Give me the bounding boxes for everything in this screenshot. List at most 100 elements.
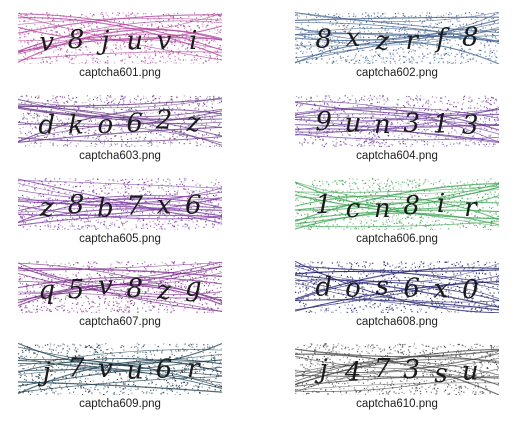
captcha-glyph: 7 bbox=[126, 191, 143, 221]
captcha-glyph: 9 bbox=[315, 107, 332, 137]
captcha-glyph: x bbox=[157, 191, 172, 221]
captcha-glyph: g bbox=[185, 273, 202, 303]
captcha-glyph: u bbox=[126, 26, 143, 56]
captcha-glyph: u bbox=[126, 355, 143, 385]
file-name[interactable]: captcha604.png bbox=[356, 150, 438, 162]
file-name[interactable]: captcha605.png bbox=[79, 233, 161, 245]
captcha-glyph: s bbox=[376, 272, 389, 302]
captcha-glyph: x bbox=[434, 274, 449, 304]
captcha-glyph: z bbox=[39, 193, 54, 223]
captcha-glyph: u bbox=[462, 357, 479, 387]
noise-lines bbox=[295, 101, 499, 144]
captcha-glyph: 1 bbox=[315, 190, 332, 220]
captcha-glyph: v bbox=[98, 271, 113, 301]
captcha-glyph: 3 bbox=[403, 355, 420, 385]
noise-lines bbox=[18, 13, 222, 63]
captcha-glyph: r bbox=[405, 26, 419, 56]
captcha-glyph: u bbox=[345, 109, 362, 139]
captcha-glyph: 3 bbox=[403, 109, 420, 139]
captcha-glyph: n bbox=[374, 110, 391, 140]
captcha-glyph: r bbox=[187, 354, 201, 384]
captcha-glyph: c bbox=[346, 194, 361, 224]
captcha-glyph: v bbox=[157, 26, 172, 56]
captcha-glyph: 8 bbox=[462, 22, 479, 52]
captcha-glyph: n bbox=[374, 194, 391, 224]
captcha-glyph: 8 bbox=[315, 24, 332, 54]
noise-lines bbox=[295, 348, 499, 395]
captcha-glyph: b bbox=[97, 194, 114, 224]
captcha-glyph: 2 bbox=[155, 105, 173, 135]
captcha-glyph: v bbox=[39, 28, 54, 58]
captcha-glyph: k bbox=[68, 110, 84, 140]
noise-lines bbox=[295, 181, 499, 230]
captcha-glyph: r bbox=[464, 193, 478, 223]
noise-lines bbox=[18, 261, 222, 312]
captcha-glyph: 6 bbox=[156, 355, 173, 385]
file-name[interactable]: captcha601.png bbox=[79, 67, 161, 79]
captcha-glyph: 6 bbox=[126, 109, 143, 139]
captcha-glyph: s bbox=[434, 359, 447, 389]
captcha-glyph: 6 bbox=[185, 190, 202, 220]
captcha-glyph: 7 bbox=[374, 354, 391, 384]
captcha-glyph: 0 bbox=[462, 275, 479, 305]
captcha-glyph: z bbox=[374, 27, 389, 57]
file-name[interactable]: captcha602.png bbox=[356, 67, 438, 79]
captcha-glyph: d bbox=[38, 110, 55, 140]
captcha-glyph: o bbox=[345, 273, 361, 303]
captcha-glyph: 8 bbox=[403, 191, 420, 221]
captcha-glyph: 8 bbox=[126, 274, 143, 304]
file-name[interactable]: captcha609.png bbox=[79, 398, 161, 410]
captcha-glyph: x bbox=[346, 23, 361, 53]
captcha-glyph: z bbox=[156, 276, 171, 306]
file-name[interactable]: captcha610.png bbox=[356, 398, 438, 410]
noise-lines bbox=[18, 97, 222, 146]
captcha-glyph: 3 bbox=[462, 111, 479, 141]
captcha-glyph: 1 bbox=[433, 110, 450, 140]
noise-lines bbox=[18, 178, 222, 226]
captcha-glyph: 8 bbox=[68, 190, 85, 220]
noise-lines bbox=[18, 343, 222, 395]
file-name[interactable]: captcha607.png bbox=[79, 316, 161, 328]
noise-lines bbox=[295, 12, 499, 64]
file-name[interactable]: captcha606.png bbox=[356, 233, 438, 245]
captcha-glyph: 6 bbox=[403, 274, 420, 304]
file-name[interactable]: captcha603.png bbox=[79, 150, 161, 162]
captcha-glyph: i bbox=[189, 26, 197, 56]
captcha-glyph: v bbox=[98, 354, 113, 384]
captcha-glyph: 8 bbox=[68, 25, 85, 55]
captcha-glyph: o bbox=[97, 110, 113, 140]
file-name[interactable]: captcha608.png bbox=[356, 316, 438, 328]
captcha-glyph: q bbox=[38, 276, 55, 306]
noise-speckles bbox=[295, 12, 499, 64]
captcha-glyph: 7 bbox=[68, 354, 85, 384]
captcha-glyph: 5 bbox=[68, 275, 85, 305]
